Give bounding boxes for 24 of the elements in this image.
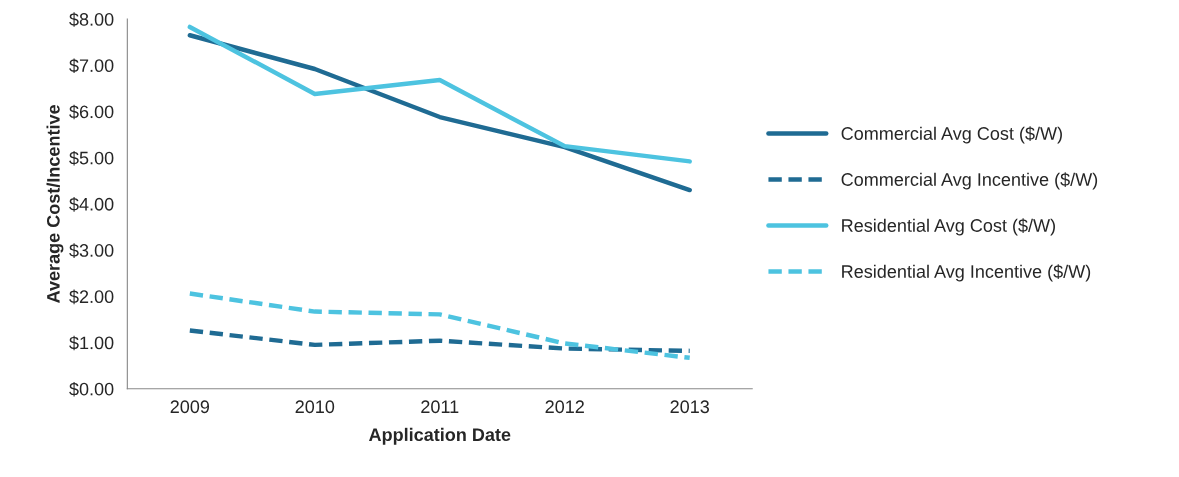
legend-label: Commercial Avg Incentive ($/W) xyxy=(841,172,1098,190)
x-tick-label: 2013 xyxy=(670,400,710,414)
y-tick-label: $1.00 xyxy=(69,335,114,351)
x-tick-label: 2012 xyxy=(545,400,584,414)
y-tick-label: $7.00 xyxy=(69,58,114,74)
y-tick-label: $6.00 xyxy=(69,104,114,120)
y-tick-label: $5.00 xyxy=(69,150,114,166)
y-tick-label: $0.00 xyxy=(69,381,114,397)
legend-label: Commercial Avg Cost ($/W) xyxy=(841,126,1062,144)
line-series xyxy=(187,328,692,354)
legend-label: Residential Avg Incentive ($/W) xyxy=(842,264,1091,282)
x-tick-label: 2010 xyxy=(295,400,335,414)
line-series xyxy=(187,291,692,361)
x-tick-label: 2009 xyxy=(170,400,210,414)
y-tick-label: $8.00 xyxy=(69,12,114,27)
x-axis-title: Application Date xyxy=(368,427,511,445)
line-series xyxy=(187,33,692,193)
y-axis-title: Average Cost/Incentive xyxy=(46,105,64,303)
y-tick-label: $3.00 xyxy=(69,243,114,258)
x-tick-label: 2011 xyxy=(421,400,459,414)
legend-label: Residential Avg Cost ($/W) xyxy=(842,218,1055,236)
y-tick-label: $2.00 xyxy=(69,289,114,305)
y-tick-label: $4.00 xyxy=(69,197,114,212)
line-series xyxy=(187,24,692,164)
